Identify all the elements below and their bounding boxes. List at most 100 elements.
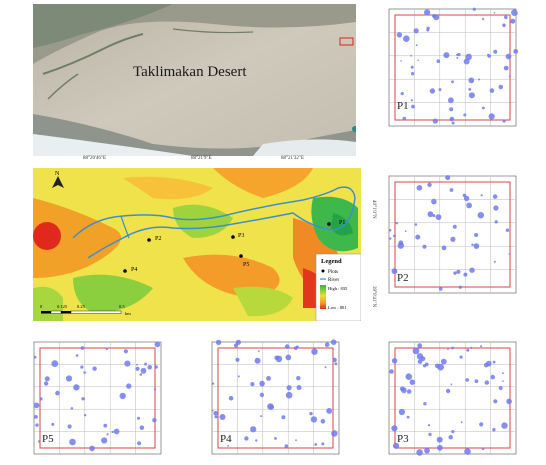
vegetation-dot bbox=[411, 104, 415, 109]
vegetation-dot bbox=[67, 424, 72, 429]
vegetation-dot bbox=[37, 440, 41, 443]
vegetation-dot bbox=[433, 14, 440, 21]
vegetation-dot bbox=[406, 415, 410, 419]
vegetation-dot bbox=[389, 237, 392, 240]
vegetation-dot bbox=[310, 416, 318, 423]
vegetation-dot bbox=[103, 423, 108, 428]
vegetation-dot bbox=[506, 398, 512, 405]
vegetation-dot bbox=[443, 52, 450, 59]
vegetation-dot bbox=[123, 349, 128, 354]
vegetation-dot bbox=[493, 49, 498, 54]
vegetation-dot bbox=[427, 211, 434, 218]
vegetation-dot bbox=[493, 12, 496, 14]
legend-title: Legend bbox=[321, 258, 342, 265]
vegetation-dot bbox=[498, 386, 503, 390]
vegetation-dot bbox=[427, 182, 432, 187]
vegetation-dot bbox=[219, 414, 226, 420]
vegetation-dot bbox=[212, 409, 214, 412]
vegetation-dot bbox=[463, 195, 470, 202]
vegetation-dot bbox=[502, 23, 506, 28]
plot-marker-p5 bbox=[239, 254, 243, 258]
vegetation-dot bbox=[403, 35, 410, 42]
vegetation-dot bbox=[393, 442, 400, 449]
vegetation-dot bbox=[326, 408, 333, 414]
vegetation-dot bbox=[437, 444, 443, 451]
vegetation-dot bbox=[402, 116, 407, 121]
vegetation-dot bbox=[436, 59, 441, 63]
vegetation-dot bbox=[89, 445, 95, 452]
vegetation-dot bbox=[424, 447, 430, 454]
vegetation-dot bbox=[434, 363, 440, 368]
plot-label-p2: P2 bbox=[397, 272, 409, 284]
vegetation-dot bbox=[286, 385, 292, 391]
vegetation-dot bbox=[250, 426, 257, 433]
vegetation-dot bbox=[468, 92, 475, 99]
vegetation-dot bbox=[399, 386, 405, 392]
vegetation-dot bbox=[92, 366, 97, 371]
vegetation-dot bbox=[285, 354, 292, 361]
vegetation-dot bbox=[235, 357, 240, 362]
vegetation-dot bbox=[417, 359, 423, 364]
vegetation-dot bbox=[468, 77, 475, 84]
vegetation-dot bbox=[405, 373, 413, 380]
vegetation-dot bbox=[147, 365, 152, 370]
vegetation-dot bbox=[214, 415, 218, 419]
vegetation-dot bbox=[391, 358, 398, 364]
vegetation-dot bbox=[451, 346, 454, 350]
plot-panel-p4: P4 bbox=[208, 338, 343, 458]
vegetation-dot bbox=[275, 355, 283, 363]
vegetation-dot bbox=[228, 395, 234, 401]
vegetation-dot bbox=[474, 379, 479, 384]
vegetation-dot bbox=[471, 243, 474, 246]
desert-title: Taklimakan Desert bbox=[133, 64, 247, 80]
vegetation-dot bbox=[320, 419, 326, 424]
vegetation-dot bbox=[152, 418, 157, 423]
vegetation-dot bbox=[445, 175, 451, 181]
legend: Legend Plots River High : 835 Low : 801 bbox=[315, 253, 361, 321]
vegetation-dot bbox=[135, 366, 140, 371]
vegetation-dot bbox=[140, 367, 147, 374]
vegetation-dot bbox=[55, 390, 60, 396]
vegetation-dot bbox=[465, 53, 472, 60]
vegetation-dot bbox=[284, 344, 290, 349]
vegetation-dot bbox=[513, 49, 519, 54]
vegetation-dot bbox=[255, 439, 258, 442]
vegetation-dot bbox=[106, 433, 109, 436]
vegetation-dot bbox=[441, 245, 447, 251]
vegetation-dot bbox=[460, 421, 463, 424]
vegetation-dot bbox=[468, 88, 472, 91]
vegetation-dot bbox=[137, 416, 140, 420]
lat-tick-1: 40°1'0"N bbox=[371, 200, 376, 219]
vegetation-dot bbox=[492, 428, 496, 432]
vegetation-dot bbox=[451, 80, 454, 84]
vegetation-dot bbox=[213, 410, 218, 416]
vegetation-dot bbox=[508, 253, 511, 255]
vegetation-dot bbox=[284, 444, 289, 448]
vegetation-dot bbox=[501, 422, 508, 429]
vegetation-dot bbox=[493, 260, 496, 263]
vegetation-dot bbox=[463, 58, 470, 65]
vegetation-dot bbox=[83, 371, 86, 374]
vegetation-dot bbox=[457, 52, 461, 57]
vegetation-dot bbox=[244, 436, 249, 441]
vegetation-dot bbox=[466, 348, 470, 352]
vegetation-dot bbox=[139, 425, 145, 430]
legend-plots: Plots bbox=[328, 270, 338, 275]
vegetation-dot bbox=[396, 32, 403, 38]
vegetation-dot bbox=[511, 9, 518, 16]
vegetation-dot bbox=[417, 59, 419, 62]
vegetation-dot bbox=[51, 360, 59, 367]
vegetation-dot bbox=[429, 88, 436, 94]
vegetation-dot bbox=[124, 360, 131, 367]
vegetation-dot bbox=[260, 415, 263, 418]
scale-label-0: 0 bbox=[40, 304, 43, 309]
plot-frame bbox=[388, 8, 517, 127]
vegetation-dot bbox=[266, 376, 271, 381]
vegetation-dot bbox=[469, 267, 475, 273]
vegetation-dot bbox=[424, 362, 429, 367]
lon-tick-2: 88°21'9"E bbox=[191, 156, 212, 161]
vegetation-dot bbox=[453, 271, 457, 275]
north-arrow-icon: N bbox=[52, 171, 64, 188]
vegetation-dot bbox=[503, 65, 509, 71]
vegetation-dot bbox=[285, 391, 293, 399]
